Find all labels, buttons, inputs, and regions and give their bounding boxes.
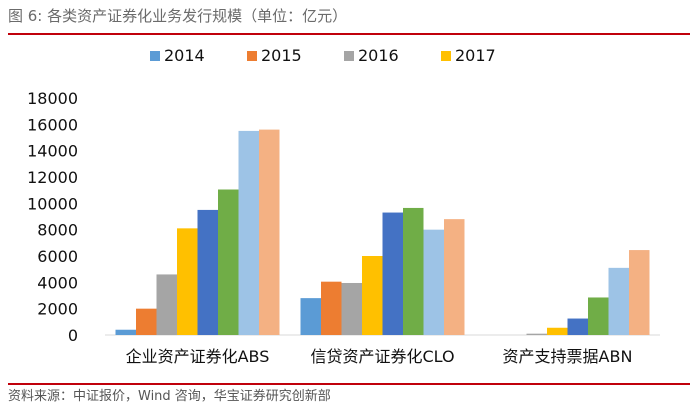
- y-tick-label: 0: [68, 326, 78, 345]
- bar-2013-0: [136, 308, 157, 335]
- legend-swatch-2017: [441, 51, 451, 61]
- y-tick-label: 16000: [27, 115, 78, 134]
- bar-2016-1: [382, 212, 403, 335]
- bar-2017-1: [403, 207, 424, 335]
- bar-2017-0: [218, 189, 239, 335]
- bar-2019-0: [259, 129, 280, 335]
- chart-bars: [115, 129, 650, 335]
- y-tick-label: 6000: [37, 247, 78, 266]
- legend-label-2017: 2017: [455, 46, 496, 65]
- bar-2017-2: [588, 297, 609, 335]
- bar-2018-2: [608, 267, 629, 335]
- bar-2012-1: [300, 298, 321, 335]
- category-label: 企业资产证券化ABS: [126, 347, 270, 366]
- legend-label-2015: 2015: [261, 46, 302, 65]
- category-label: 资产支持票据ABN: [503, 347, 633, 366]
- legend-label-2014: 2014: [164, 46, 205, 65]
- y-tick-label: 4000: [37, 273, 78, 292]
- y-tick-label: 12000: [27, 168, 78, 187]
- y-tick-label: 2000: [37, 300, 78, 319]
- legend-swatch-2014: [150, 51, 160, 61]
- bar-2013-1: [321, 281, 342, 335]
- bar-2014-2: [526, 333, 547, 335]
- legend-label-2016: 2016: [358, 46, 399, 65]
- y-tick-label: 18000: [27, 89, 78, 108]
- category-label: 信贷资产证券化CLO: [310, 347, 454, 366]
- chart-legend: 2014 2015 2016 2017: [150, 46, 496, 65]
- bar-2019-1: [444, 219, 465, 335]
- bar-2014-0: [156, 274, 177, 335]
- figure-title: 图 6: 各类资产证券化业务发行规模（单位：亿元）: [8, 7, 348, 25]
- bar-2015-1: [362, 256, 383, 335]
- bottom-rule: [8, 383, 690, 385]
- y-tick-label: 10000: [27, 194, 78, 213]
- bar-2018-0: [238, 130, 259, 335]
- bar-chart: 2014 2015 2016 2017 0 2000 4000 6000 8000 10000 1…: [27, 46, 660, 366]
- bar-2015-0: [177, 228, 198, 335]
- category-labels: 企业资产证券化ABS 信贷资产证券化CLO 资产支持票据ABN: [126, 347, 633, 366]
- bar-2012-0: [115, 329, 136, 335]
- bar-2015-2: [547, 327, 568, 335]
- legend-swatch-2016: [344, 51, 354, 61]
- bar-2018-1: [423, 229, 444, 335]
- source-note: 资料来源：中证报价，Wind 咨询，华宝证券研究创新部: [8, 389, 331, 404]
- bar-2019-2: [629, 250, 650, 335]
- bar-2016-2: [567, 318, 588, 335]
- bar-2016-0: [197, 209, 218, 335]
- top-rule: [8, 33, 690, 35]
- legend-swatch-2015: [247, 51, 257, 61]
- bar-2014-1: [341, 282, 362, 335]
- y-tick-label: 14000: [27, 142, 78, 161]
- y-tick-label: 8000: [37, 221, 78, 240]
